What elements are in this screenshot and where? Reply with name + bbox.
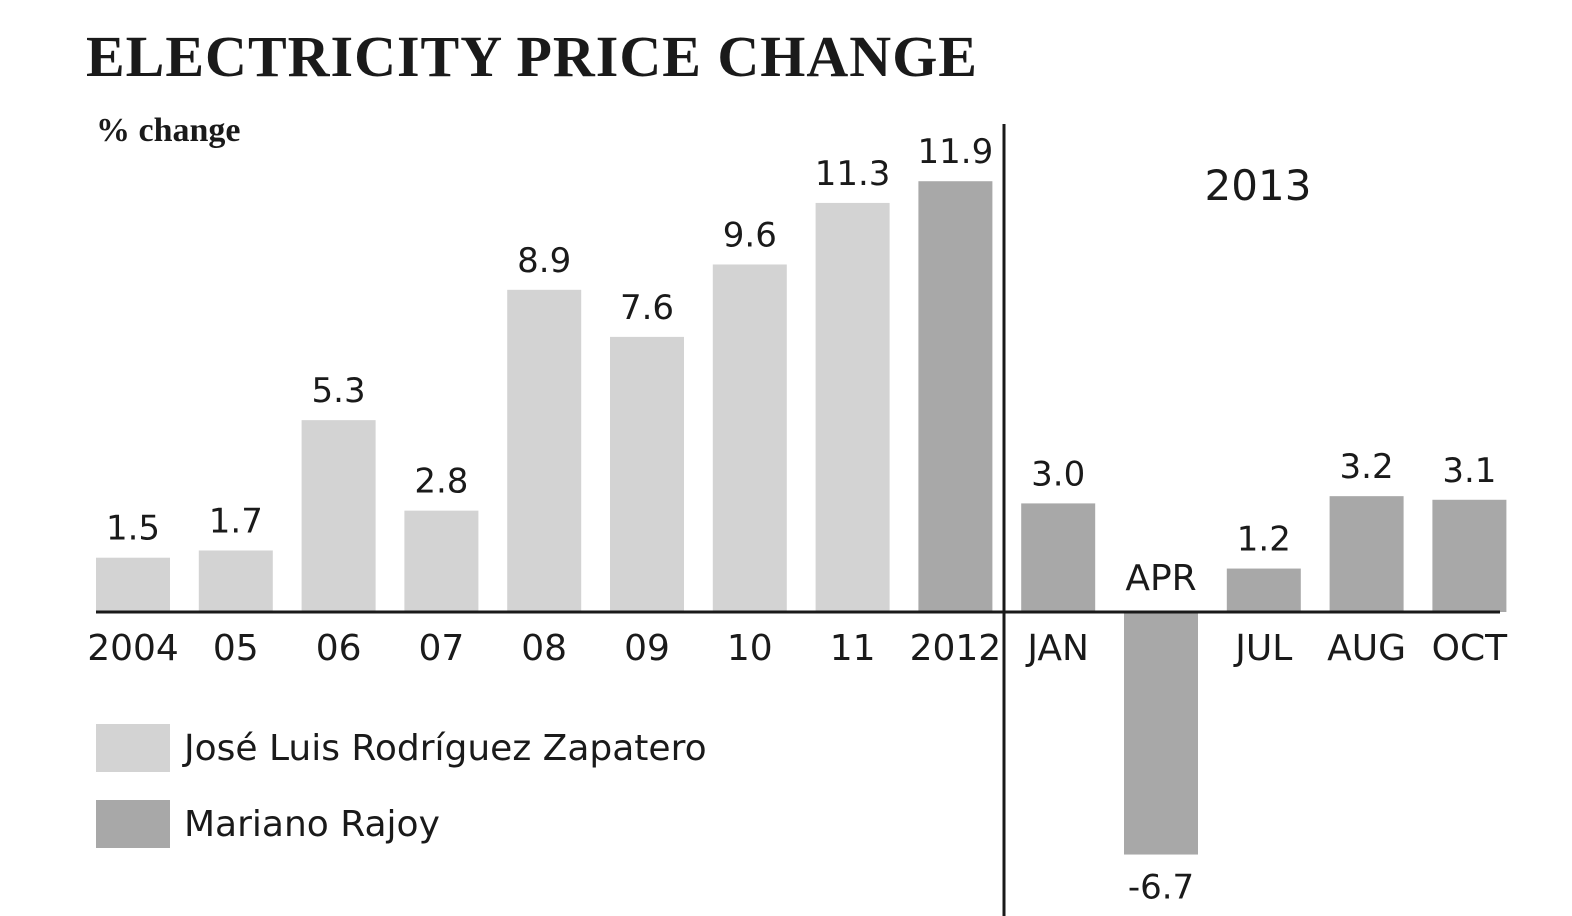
value-labels-layer: 1.5 1.7 5.3 2.8 8.9 7.6 9.6 11.3 11.9 3.0 -6.7 1.2 3… [106,132,1496,907]
category-label-07: 07 [418,628,464,669]
bar-07 [404,510,479,612]
category-label-apr: APR [1125,558,1196,599]
bar-05 [198,550,273,612]
bar-11 [815,202,890,612]
category-label-jan: JAN [1025,628,1089,669]
value-label-06: 5.3 [312,371,366,411]
category-label-jul: JUL [1233,628,1292,669]
category-label-08: 08 [521,628,567,669]
legend-item-rajoy: Mariano Rajoy [96,800,707,848]
category-label-2012: 2012 [910,628,1002,669]
bar-apr [1124,612,1198,855]
y-axis-label: % change [96,112,241,149]
value-label-2004: 1.5 [106,509,160,549]
category-label-10: 10 [727,628,773,669]
category-label-06: 06 [316,628,362,669]
chart-title: ELECTRICITY PRICE CHANGE [86,24,978,89]
category-label-2004: 2004 [87,628,179,669]
bar-jul [1226,568,1301,612]
value-label-aug: 3.2 [1340,447,1394,487]
bar-oct [1432,499,1507,612]
category-label-aug: AUG [1327,628,1406,669]
section-label: 2013 [1205,161,1312,210]
value-label-11: 11.3 [815,154,891,194]
bar-09 [610,336,684,612]
legend-swatch-zapatero [96,724,170,772]
bar-jan [1021,503,1096,612]
category-label-oct: OCT [1432,628,1508,669]
tick-labels-layer: 2004 05 06 07 08 09 10 11 2012 JAN APR JUL AUG OCT [87,558,1508,669]
category-label-11: 11 [830,628,876,669]
bar-06 [301,420,376,612]
legend: José Luis Rodríguez Zapatero Mariano Raj… [96,724,707,876]
value-label-oct: 3.1 [1442,451,1496,491]
value-label-10: 9.6 [723,215,777,255]
category-label-09: 09 [624,628,670,669]
legend-swatch-rajoy [96,800,170,848]
value-label-08: 8.9 [517,241,571,281]
value-label-09: 7.6 [620,288,674,328]
value-label-05: 1.7 [209,501,263,541]
bar-aug [1329,496,1404,612]
legend-label-rajoy: Mariano Rajoy [184,803,440,845]
value-label-jan: 3.0 [1031,454,1085,494]
legend-label-zapatero: José Luis Rodríguez Zapatero [184,727,707,769]
bar-2004 [96,557,170,612]
legend-item-zapatero: José Luis Rodríguez Zapatero [96,724,707,772]
bars-layer [96,181,1507,855]
category-label-05: 05 [213,628,259,669]
value-label-apr: -6.7 [1128,868,1194,908]
value-label-07: 2.8 [414,462,468,502]
value-label-2012: 11.9 [918,132,994,172]
value-label-jul: 1.2 [1237,520,1291,560]
bar-08 [507,289,582,612]
bar-2012 [918,181,993,612]
bar-10 [712,264,787,612]
